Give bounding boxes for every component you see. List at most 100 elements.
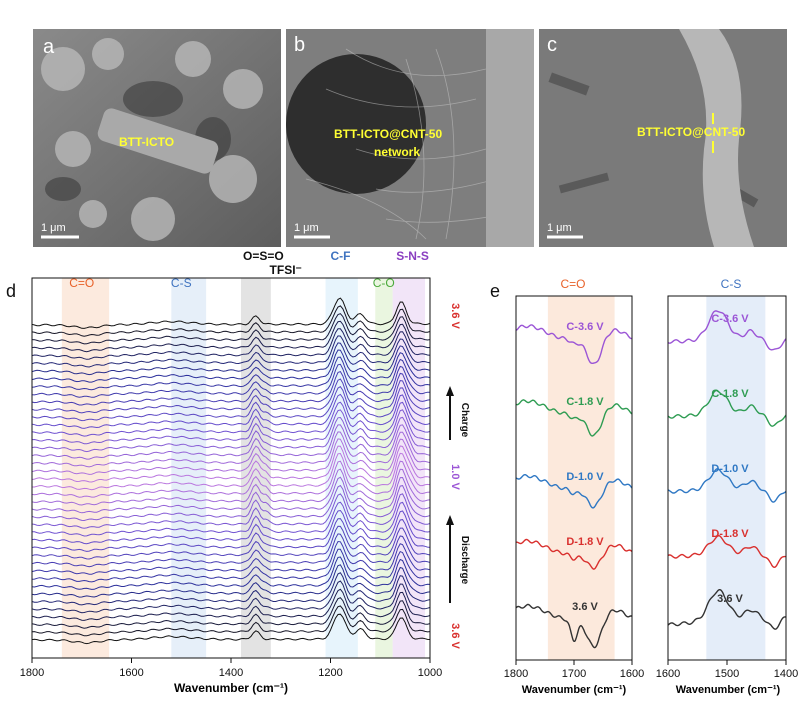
x-tick-label-1500: 1500 [715,668,739,680]
series-label-3-6-v: 3.6 V [572,601,598,613]
spectrum-curve-32 [31,533,431,568]
x-tick-label-1400: 1400 [219,667,243,679]
scale-label-b: 1 μm [294,222,319,234]
band-label-c-o: C-O [373,276,395,290]
series-label-c-1-8-v: C-1.8 V [566,396,604,408]
spectrum-curve-17 [31,416,431,453]
band-e-2 [706,296,766,660]
spectrum-curve-5 [31,328,431,360]
spectrum-curve-12 [31,378,431,414]
spectrum-curve-34 [31,548,431,583]
x-ticks-d: 1800 1600 1400 1200 1000 [20,658,442,679]
sem-image-b: b BTT-ICTO@CNT-50 network 1 μm [286,29,534,247]
bottom-voltage-label: 3.6 V [449,623,461,649]
x-tick-label-1800: 1800 [20,667,44,679]
panel-letter-a: a [43,36,55,58]
x-tick-label-1600: 1600 [119,667,143,679]
spectrum-curve-3 [31,313,431,345]
series-labels-e-right: C-3.6 V C-1.8 V D-1.0 V D-1.8 V 3.6 V [711,313,749,605]
curve-c-1-8-v [515,399,633,437]
panel-letter-e: e [490,281,500,301]
spectrum-curve-24 [31,468,431,506]
spectrum-curve-16 [31,409,431,445]
panel-letter-c: c [547,34,557,56]
x-tick-label-1600: 1600 [620,668,644,680]
sem-image-c: c BTT-ICTO@CNT-50 1 μm [539,29,787,247]
curve-d-1-0-v [667,468,787,503]
top-voltage-label: 3.6 V [449,303,461,329]
spectrum-curve-33 [31,540,431,575]
spectrum-curve-22 [32,452,431,491]
series-labels-e-left: C-3.6 V C-1.8 V D-1.0 V D-1.8 V 3.6 V [566,321,604,613]
spectrum-curve-14 [31,393,431,429]
series-label-d-1-8-v: D-1.8 V [711,528,749,540]
spectra-curves-e-left [515,324,633,649]
band-o-s-o [240,278,271,658]
band-e-1 [547,296,615,660]
spectrum-curve-35 [31,556,431,590]
discharge-label: Discharge [459,536,470,585]
title-e-right: C-S [721,277,742,291]
spectrum-curve-29 [31,509,431,545]
spectra-curves-e-right [667,310,787,630]
spectrum-curve-23 [31,460,431,498]
charge-label: Charge [459,403,470,438]
spectrum-curve-36 [31,564,431,598]
spectrum-curve-27 [31,493,431,529]
band-label-c-f: C-F [330,250,350,263]
side-labels-d: 3.6 V Charge 1.0 V Discharge 3.6 V [446,303,470,650]
band-c-o [375,278,393,658]
spectrum-curve-28 [31,501,431,537]
band-label-c-o: C=O [69,276,94,290]
spectrum-curve-19 [31,431,431,468]
spectrum-curve-2 [31,305,431,337]
band-highlight-e-left [547,296,615,660]
x-tick-label-1200: 1200 [318,667,342,679]
panel-letter-d: d [6,281,16,301]
spectrum-curve-20 [31,438,431,475]
curve-d-1-8-v [667,534,787,569]
sem-image-a: a BTT-ICTO 1 μm [33,29,281,247]
spectra-figure: d e 1800 1600 1400 1200 1000 C=O C-S O=S=OTFSI… [6,250,798,696]
mid-voltage-label: 1.0 V [449,464,461,490]
band-highlight-e-right [706,296,766,660]
x-ticks-e-right: 1600 1500 1400 [656,660,798,680]
curve-3-6-v [667,589,787,630]
band-highlights-d [61,278,426,658]
x-tick-label-1400: 1400 [774,668,798,680]
x-tick-label-1800: 1800 [504,668,528,680]
curve-c-1-8-v [667,389,787,427]
spectrum-curve-31 [31,525,431,560]
spectrum-curve-1 [31,297,431,329]
sem-label-c: BTT-ICTO@CNT-50 [637,125,745,139]
spectrum-curve-40 [31,597,431,629]
spectrum-curve-37 [31,572,431,606]
spectrum-curve-30 [31,518,431,552]
scale-label-c: 1 μm [547,222,572,234]
spectra-curves-d [31,297,431,645]
series-label-d-1-8-v: D-1.8 V [566,536,604,548]
title-e-left: C=O [560,277,585,291]
spectrum-curve-9 [31,356,431,391]
curve-d-1-8-v [515,538,633,570]
band-c-o [61,278,110,658]
x-tick-label-1700: 1700 [562,668,586,680]
series-label-c-3-6-v: C-3.6 V [566,321,604,333]
curve-c-3-6-v [667,310,787,351]
band-label-o-s-o: O=S=O [243,250,284,263]
series-label-3-6-v: 3.6 V [717,593,743,605]
spectrum-curve-26 [31,484,431,522]
spectrum-curve-11 [31,370,431,406]
spectrum-curve-8 [31,349,431,383]
spectrum-curve-4 [31,320,431,353]
series-label-c-3-6-v: C-3.6 V [711,313,749,325]
spectrum-curve-42 [31,613,431,645]
x-axis-label-e-right: Wavenumber (cm⁻¹) [676,684,781,696]
band-label-c-s: C-S [171,276,192,290]
sem-label-b-line2: network [374,145,420,159]
charge-arrow-head-icon [446,386,454,396]
sem-label-a: BTT-ICTO [119,135,174,149]
spectrum-curve-25 [31,476,431,514]
x-axis-label-d: Wavenumber (cm⁻¹) [174,681,288,695]
